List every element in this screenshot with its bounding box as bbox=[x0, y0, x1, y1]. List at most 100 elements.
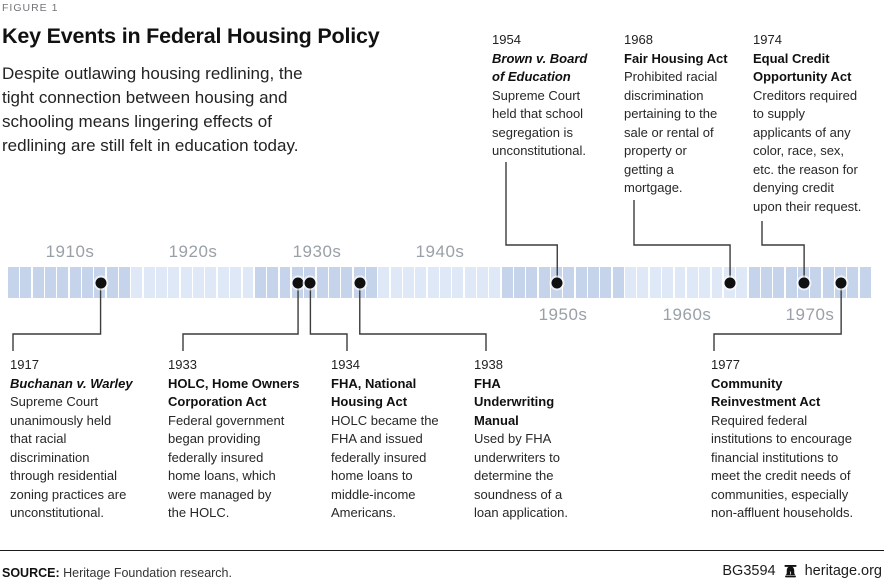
year-segment bbox=[662, 267, 674, 298]
decade-label: 1910s bbox=[45, 242, 95, 261]
year-segment bbox=[563, 267, 575, 298]
timeline-dot bbox=[835, 277, 847, 289]
year-segment bbox=[69, 267, 81, 298]
event-description: HOLC became the FHA and issued federally… bbox=[331, 412, 439, 521]
year-segment bbox=[32, 267, 44, 298]
event-title: Buchanan v. Warley bbox=[10, 375, 133, 391]
site-name: heritage.org bbox=[804, 563, 882, 579]
year-segment bbox=[489, 267, 501, 298]
page-title: Key Events in Federal Housing Policy bbox=[2, 24, 380, 48]
year-segment bbox=[575, 267, 587, 298]
source-text: Heritage Foundation research. bbox=[59, 566, 232, 580]
year-segment bbox=[217, 267, 229, 298]
year-segment bbox=[748, 267, 760, 298]
event-year: 1974 bbox=[753, 32, 782, 47]
footer-divider bbox=[0, 550, 884, 551]
event-year: 1933 bbox=[168, 357, 197, 372]
year-segment bbox=[649, 267, 661, 298]
timeline-dot bbox=[292, 277, 304, 289]
year-segment bbox=[440, 267, 451, 298]
year-segment bbox=[464, 267, 476, 298]
connector-line bbox=[505, 162, 558, 283]
event-title: Equal Credit Opportunity Act bbox=[753, 50, 852, 85]
footer-branding: BG3594 heritage.org bbox=[722, 563, 882, 579]
year-segment bbox=[20, 267, 32, 298]
year-segment bbox=[378, 267, 390, 298]
event-block-1934: 1934 FHA, National Housing Act HOLC became… bbox=[331, 356, 439, 523]
timeline-dot bbox=[354, 277, 366, 289]
year-segment bbox=[242, 267, 254, 298]
year-segment bbox=[205, 267, 217, 298]
timeline-dot bbox=[304, 277, 316, 289]
year-segment bbox=[538, 267, 550, 298]
decade-label: 1930s bbox=[292, 242, 342, 261]
timeline-dot bbox=[798, 277, 810, 289]
event-year: 1917 bbox=[10, 357, 39, 372]
year-segment bbox=[600, 267, 612, 298]
event-title: FHA Underwriting Manual bbox=[474, 375, 555, 428]
year-segment bbox=[637, 267, 649, 298]
year-segment bbox=[267, 267, 279, 298]
event-title: Fair Housing Act bbox=[624, 50, 728, 66]
year-segment bbox=[193, 267, 205, 298]
year-segment bbox=[8, 267, 19, 298]
year-segment bbox=[514, 267, 525, 298]
source-note: SOURCE: Heritage Foundation research. bbox=[2, 566, 232, 580]
year-segment bbox=[711, 267, 723, 298]
year-segment bbox=[810, 267, 822, 298]
year-segment bbox=[230, 267, 242, 298]
event-title: FHA, National Housing Act bbox=[331, 375, 417, 410]
year-segment bbox=[427, 267, 439, 298]
timeline-dot bbox=[724, 277, 736, 289]
event-block-1938: 1938 FHA Underwriting Manual Used by FHA u… bbox=[474, 356, 568, 523]
year-segment bbox=[588, 267, 600, 298]
year-segment bbox=[674, 267, 686, 298]
year-segment bbox=[119, 267, 131, 298]
event-block-1977: 1977 Community Reinvestment Act Required f… bbox=[711, 356, 853, 523]
year-segment bbox=[57, 267, 69, 298]
year-segment bbox=[847, 267, 859, 298]
event-description: Prohibited racial discrimination pertain… bbox=[624, 69, 718, 195]
year-segment bbox=[415, 267, 427, 298]
event-description: Supreme Court unanimously held that raci… bbox=[10, 394, 127, 520]
year-segment bbox=[625, 267, 637, 298]
year-segment bbox=[686, 267, 698, 298]
decade-label: 1950s bbox=[538, 305, 588, 324]
event-description: Federal government began providing feder… bbox=[168, 412, 285, 521]
event-block-1954: 1954 Brown v. Board of Education Supreme C… bbox=[492, 31, 587, 161]
year-segment bbox=[699, 267, 711, 298]
page-subtitle: Despite outlawing housing redlining, the… bbox=[2, 64, 303, 155]
decade-label: 1940s bbox=[415, 242, 465, 261]
event-description: Required federal institutions to encoura… bbox=[711, 412, 854, 521]
event-block-1974: 1974 Equal Credit Opportunity Act Creditor… bbox=[753, 31, 861, 216]
event-year: 1934 bbox=[331, 357, 360, 372]
year-segment bbox=[822, 267, 834, 298]
event-title: Brown v. Board of Education bbox=[492, 50, 588, 85]
timeline-bar bbox=[8, 267, 872, 298]
year-segment bbox=[45, 267, 56, 298]
event-year: 1977 bbox=[711, 357, 740, 372]
event-block-1917: 1917 Buchanan v. Warley Supreme Court unan… bbox=[10, 356, 133, 523]
year-segment bbox=[131, 267, 143, 298]
event-block-1968: 1968 Fair Housing Act Prohibited racial di… bbox=[624, 31, 728, 198]
event-block-1933: 1933 HOLC, Home Owners Corporation Act Fed… bbox=[168, 356, 299, 523]
event-description: Creditors required to supply applicants … bbox=[753, 87, 862, 214]
year-segment bbox=[279, 267, 291, 298]
year-segment bbox=[180, 267, 192, 298]
year-segment bbox=[106, 267, 118, 298]
year-segment bbox=[156, 267, 168, 298]
event-year: 1968 bbox=[624, 32, 653, 47]
year-segment bbox=[390, 267, 402, 298]
year-segment bbox=[736, 267, 748, 298]
year-segment bbox=[82, 267, 93, 298]
year-segment bbox=[785, 267, 797, 298]
year-segment bbox=[316, 267, 328, 298]
year-segment bbox=[501, 267, 513, 298]
decade-label: 1960s bbox=[662, 305, 712, 324]
report-id: BG3594 bbox=[722, 563, 776, 579]
event-description: Supreme Court held that school segregati… bbox=[492, 87, 586, 159]
year-segment bbox=[477, 267, 488, 298]
decade-label: 1970s bbox=[785, 305, 835, 324]
figure-label: FIGURE 1 bbox=[2, 2, 59, 14]
